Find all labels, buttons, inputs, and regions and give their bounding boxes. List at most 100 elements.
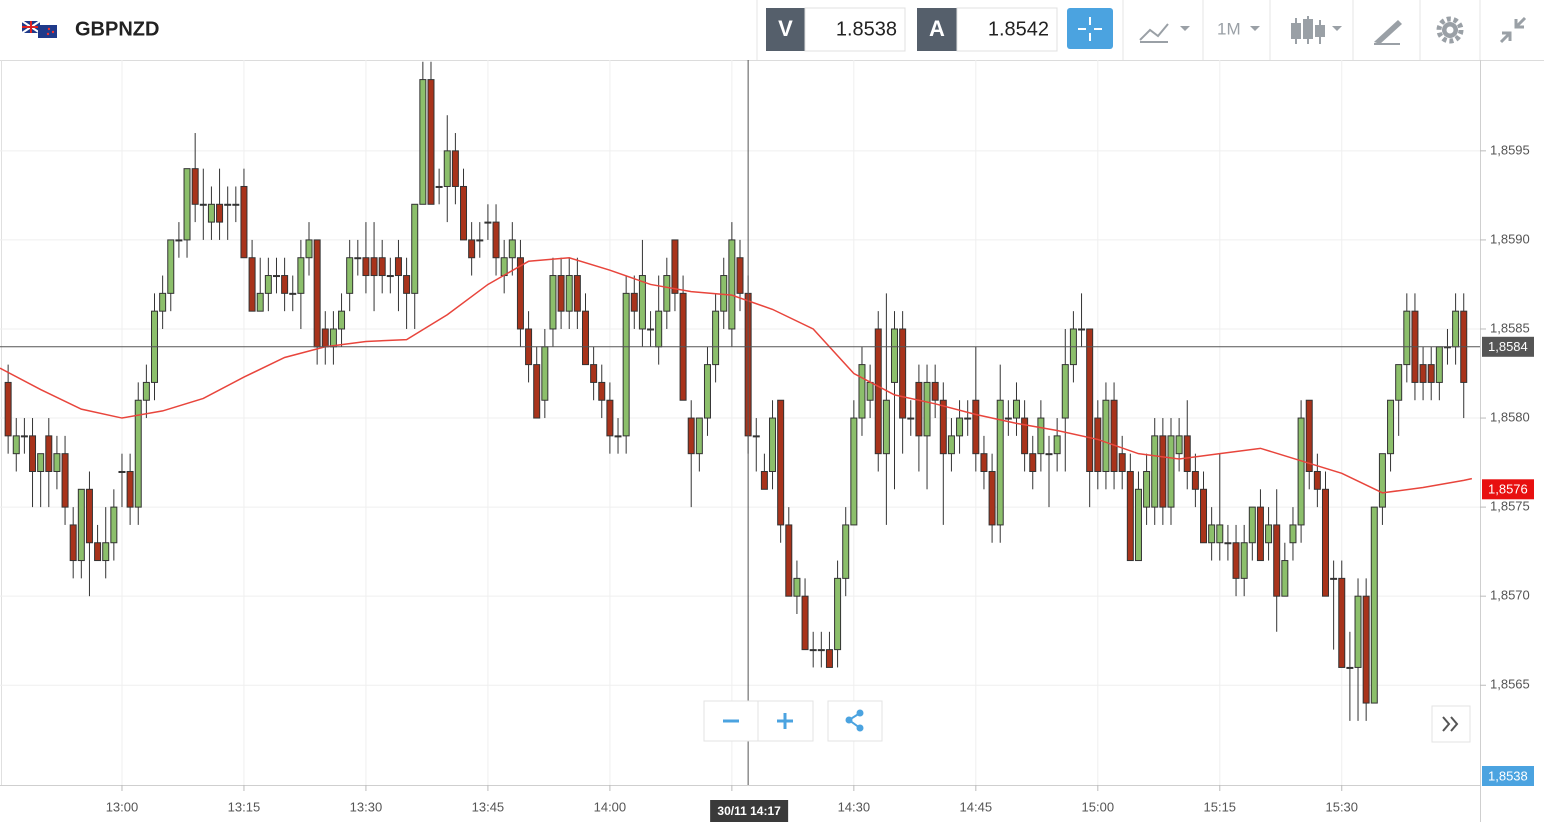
candle-body <box>1321 488 1329 597</box>
symbol: GBPNZD <box>75 18 159 40</box>
buy-price-box[interactable] <box>956 7 1058 52</box>
candle-body <box>248 257 256 312</box>
candle-body <box>793 577 801 597</box>
x-tick-label: 15:15 <box>1204 799 1237 814</box>
timeframe[interactable]: 1M <box>1217 19 1241 38</box>
candle-body <box>785 524 793 597</box>
candle-body <box>907 417 915 420</box>
last-price-box <box>1482 479 1534 500</box>
scroll-right-button[interactable] <box>1431 705 1471 743</box>
candle-body <box>354 257 362 260</box>
share-button[interactable] <box>827 700 883 742</box>
x-tick-label: 13:45 <box>472 799 505 814</box>
candle-body <box>1224 542 1232 545</box>
candle-body <box>4 381 12 437</box>
candle-body <box>110 506 118 544</box>
candle-body <box>45 435 53 472</box>
crosshair-button[interactable] <box>1067 8 1113 49</box>
candle-body <box>1159 435 1167 508</box>
candle-body <box>216 203 224 223</box>
candle-body <box>655 310 663 348</box>
x-tick-label: 14:00 <box>594 799 627 814</box>
candle-body <box>939 399 947 455</box>
candle-body <box>777 399 785 526</box>
candle-body <box>1281 560 1289 597</box>
candle-body <box>1094 417 1102 472</box>
candle-body <box>882 399 890 455</box>
candle-body <box>53 453 61 472</box>
candle-body <box>69 524 77 562</box>
crosshair-price-label: 1,8584 <box>1488 339 1528 354</box>
candle-body <box>1045 453 1053 456</box>
candle-body <box>1362 595 1370 704</box>
candle-body <box>460 185 468 241</box>
candle-body <box>118 470 126 473</box>
candle-body <box>1143 470 1151 508</box>
candle-body <box>996 399 1004 526</box>
candle-body <box>1403 310 1411 366</box>
candle-body <box>1305 399 1313 472</box>
candle-body <box>1134 488 1142 562</box>
candle-body <box>1419 364 1427 383</box>
y-tick-label: 1,8575 <box>1490 499 1530 514</box>
candle-body <box>671 239 679 294</box>
candle-body <box>370 257 378 277</box>
drawing-button[interactable] <box>1374 20 1402 45</box>
candle-body <box>272 275 280 278</box>
bid-marker-box <box>1482 766 1534 786</box>
candle-body <box>1175 435 1183 455</box>
x-tick-label: 14:45 <box>960 799 993 814</box>
candle-body <box>557 275 565 312</box>
candle-body <box>1452 310 1460 348</box>
candle-body <box>647 328 655 331</box>
candle-body <box>305 239 313 259</box>
candle-body <box>1191 470 1199 490</box>
timeframe-caret <box>1250 26 1260 31</box>
buy-button[interactable] <box>917 8 957 51</box>
candle-body <box>1387 399 1395 455</box>
candle-body <box>321 328 329 348</box>
candle-body <box>728 239 736 330</box>
candle-body <box>972 399 980 455</box>
candle-body <box>1037 417 1045 455</box>
candle-body <box>313 239 321 348</box>
candle-body <box>931 381 939 401</box>
candle-body <box>443 150 451 187</box>
candle-body <box>1151 435 1159 508</box>
sell-button[interactable] <box>766 8 805 51</box>
candle-body <box>891 328 899 383</box>
candle-body <box>102 542 110 562</box>
candle-body <box>378 257 386 277</box>
chart-type-button[interactable] <box>1139 23 1190 43</box>
candle-body <box>614 435 622 438</box>
x-tick-label: 15:00 <box>1082 799 1115 814</box>
candle-body <box>541 346 549 401</box>
candle-body <box>923 381 931 437</box>
candle-body <box>1012 399 1020 419</box>
candle-body <box>500 257 508 277</box>
candle-body <box>142 381 150 401</box>
candle-body <box>663 275 671 312</box>
candle-body <box>1338 577 1346 668</box>
candle-body <box>1078 328 1086 331</box>
settings-button[interactable] <box>1436 16 1464 44</box>
candle-body <box>1256 506 1264 562</box>
candle-body <box>899 328 907 419</box>
candle-body <box>1216 524 1224 544</box>
x-tick-label: 13:30 <box>350 799 383 814</box>
candle-body <box>134 399 142 508</box>
collapse-button[interactable] <box>1499 16 1527 44</box>
candle-body <box>338 310 346 330</box>
candle-body <box>411 203 419 294</box>
candle-body <box>1086 328 1094 472</box>
crosshair-price-box <box>1482 336 1534 357</box>
candle-body <box>752 435 760 438</box>
sell-price-box[interactable] <box>804 7 906 52</box>
x-tick-label: 15:30 <box>1325 799 1358 814</box>
candle-style-button[interactable] <box>1291 16 1342 44</box>
candle-body <box>695 417 703 455</box>
candle-body <box>77 488 85 562</box>
candle-body <box>289 292 297 295</box>
candle-body <box>435 185 443 188</box>
x-tick-label: 13:00 <box>106 799 139 814</box>
